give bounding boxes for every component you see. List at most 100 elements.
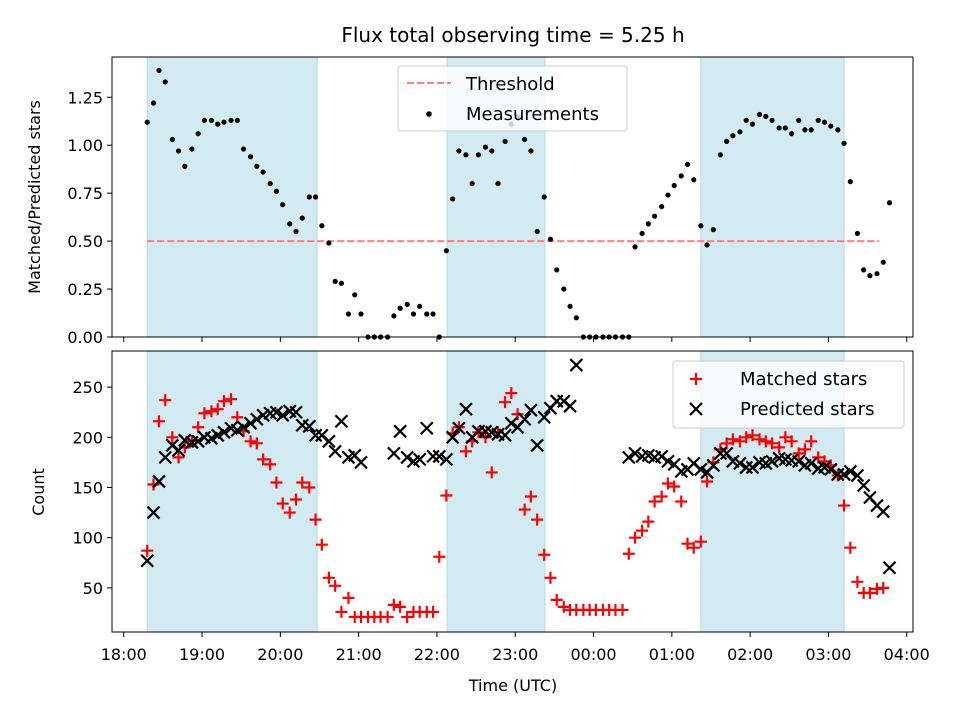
predicted-star-point: [412, 452, 427, 467]
matched-star-point: [661, 477, 674, 490]
matched-star-point: [433, 550, 446, 563]
y-tick-label: 0.25: [67, 280, 103, 299]
matched-star-point: [759, 435, 772, 448]
matched-star-point: [394, 600, 407, 613]
matched-star-point: [499, 396, 512, 409]
y-tick-label: 50: [83, 579, 103, 598]
measurement-point: [815, 117, 821, 123]
matched-star-point: [681, 537, 694, 550]
observing-window-0: [146, 350, 318, 633]
measurement-point: [835, 127, 841, 133]
measurement-point: [782, 125, 788, 131]
matched-star-point: [152, 415, 165, 428]
predicted-star-point: [504, 416, 519, 431]
matched-star-point: [701, 475, 714, 488]
matched-star-point: [818, 455, 831, 468]
top-panel: 0.00 0.25 0.50 0.75 1.00 1.25 Matched/Predict…: [25, 56, 914, 347]
measurement-point: [293, 228, 299, 235]
predicted-star-point: [739, 460, 754, 475]
measurement-point: [710, 227, 716, 233]
matched-star-point: [726, 433, 739, 446]
measurement-point: [443, 248, 449, 254]
matched-star-point: [622, 547, 635, 560]
measurement-point: [156, 67, 162, 74]
x-tick-label: 18:00: [101, 645, 147, 664]
matched-star-point: [524, 490, 537, 503]
measurement-point: [659, 203, 665, 210]
measurement-point: [208, 117, 215, 123]
measurement-point: [228, 117, 234, 123]
matched-star-point: [785, 435, 798, 448]
measurement-point: [541, 194, 547, 200]
predicted-star-point: [400, 450, 414, 465]
matched-star-point: [172, 451, 185, 464]
matched-star-point: [485, 466, 498, 479]
bottom-legend: Matched stars Predicted stars: [672, 360, 905, 429]
predicted-star-point: [387, 446, 401, 461]
measurement-point: [789, 131, 795, 137]
predicted-star-point: [445, 430, 460, 445]
predicted-star-point: [563, 399, 577, 413]
measurement-point: [678, 173, 684, 179]
matched-star-point: [303, 481, 316, 494]
y-tick-label: 1.25: [67, 88, 103, 107]
legend-matched-label: Matched stars: [740, 369, 867, 390]
matched-star-point: [335, 605, 348, 618]
matched-star-point: [636, 524, 649, 537]
bottom-panel: 50 100 150 200 250 18:00 19:00 20:00 21:00 22:00…: [29, 350, 930, 664]
measurement-point: [547, 236, 554, 242]
predicted-star-point: [302, 419, 317, 434]
predicted-star-point: [459, 402, 473, 416]
predicted-star-point: [334, 414, 349, 429]
matched-star-point: [773, 441, 786, 454]
x-tick-label: 19:00: [179, 645, 225, 664]
measurement-point: [639, 230, 645, 237]
matched-star-point: [329, 579, 342, 592]
measurement-point: [215, 121, 221, 127]
matched-star-point: [217, 395, 230, 408]
legend-matched-swatch: [690, 373, 702, 385]
matched-star-point: [838, 499, 851, 512]
measurement-point: [475, 152, 482, 158]
matched-star-point: [257, 453, 270, 466]
matched-star-point: [198, 407, 211, 420]
matched-star-point: [746, 429, 759, 442]
matched-star-point: [675, 495, 688, 508]
matched-star-point: [270, 476, 283, 489]
x-axis-label: Time (UTC): [468, 676, 557, 695]
measurement-point: [201, 117, 207, 123]
x-tick-label: 03:00: [805, 645, 851, 664]
matched-star-point: [342, 591, 355, 604]
predicted-star-point: [328, 444, 342, 459]
matched-star-point: [322, 571, 335, 584]
predicted-star-point: [289, 405, 303, 419]
measurement-point: [482, 144, 489, 150]
y-tick-label: 0.75: [67, 184, 103, 203]
matched-star-point: [159, 394, 172, 407]
measurement-point: [821, 119, 828, 125]
matched-star-point: [733, 435, 746, 448]
x-tick-label: 00:00: [570, 645, 616, 664]
measurement-point: [254, 163, 260, 169]
matched-star-point: [851, 575, 864, 588]
chart-title: Flux total observing time = 5.25 h: [341, 23, 684, 47]
measurement-point: [306, 194, 312, 200]
predicted-star-point: [765, 454, 779, 469]
predicted-star-point: [354, 455, 368, 470]
measurement-point: [645, 221, 651, 227]
top-legend-box: [397, 65, 628, 132]
measurement-point: [874, 271, 880, 277]
predicted-star-point: [804, 456, 818, 471]
matched-star-point: [166, 431, 179, 444]
matched-star-point: [550, 593, 563, 606]
measurement-point: [326, 240, 332, 246]
matched-star-point: [244, 435, 257, 448]
predicted-star-point: [569, 358, 584, 372]
predicted-star-point: [158, 450, 173, 465]
measurement-point: [749, 121, 756, 127]
y-tick-label: 250: [72, 378, 103, 397]
matched-star-point: [459, 445, 472, 458]
predicted-star-point: [236, 420, 251, 435]
predicted-star-point: [882, 560, 897, 575]
measurement-point: [665, 192, 671, 198]
